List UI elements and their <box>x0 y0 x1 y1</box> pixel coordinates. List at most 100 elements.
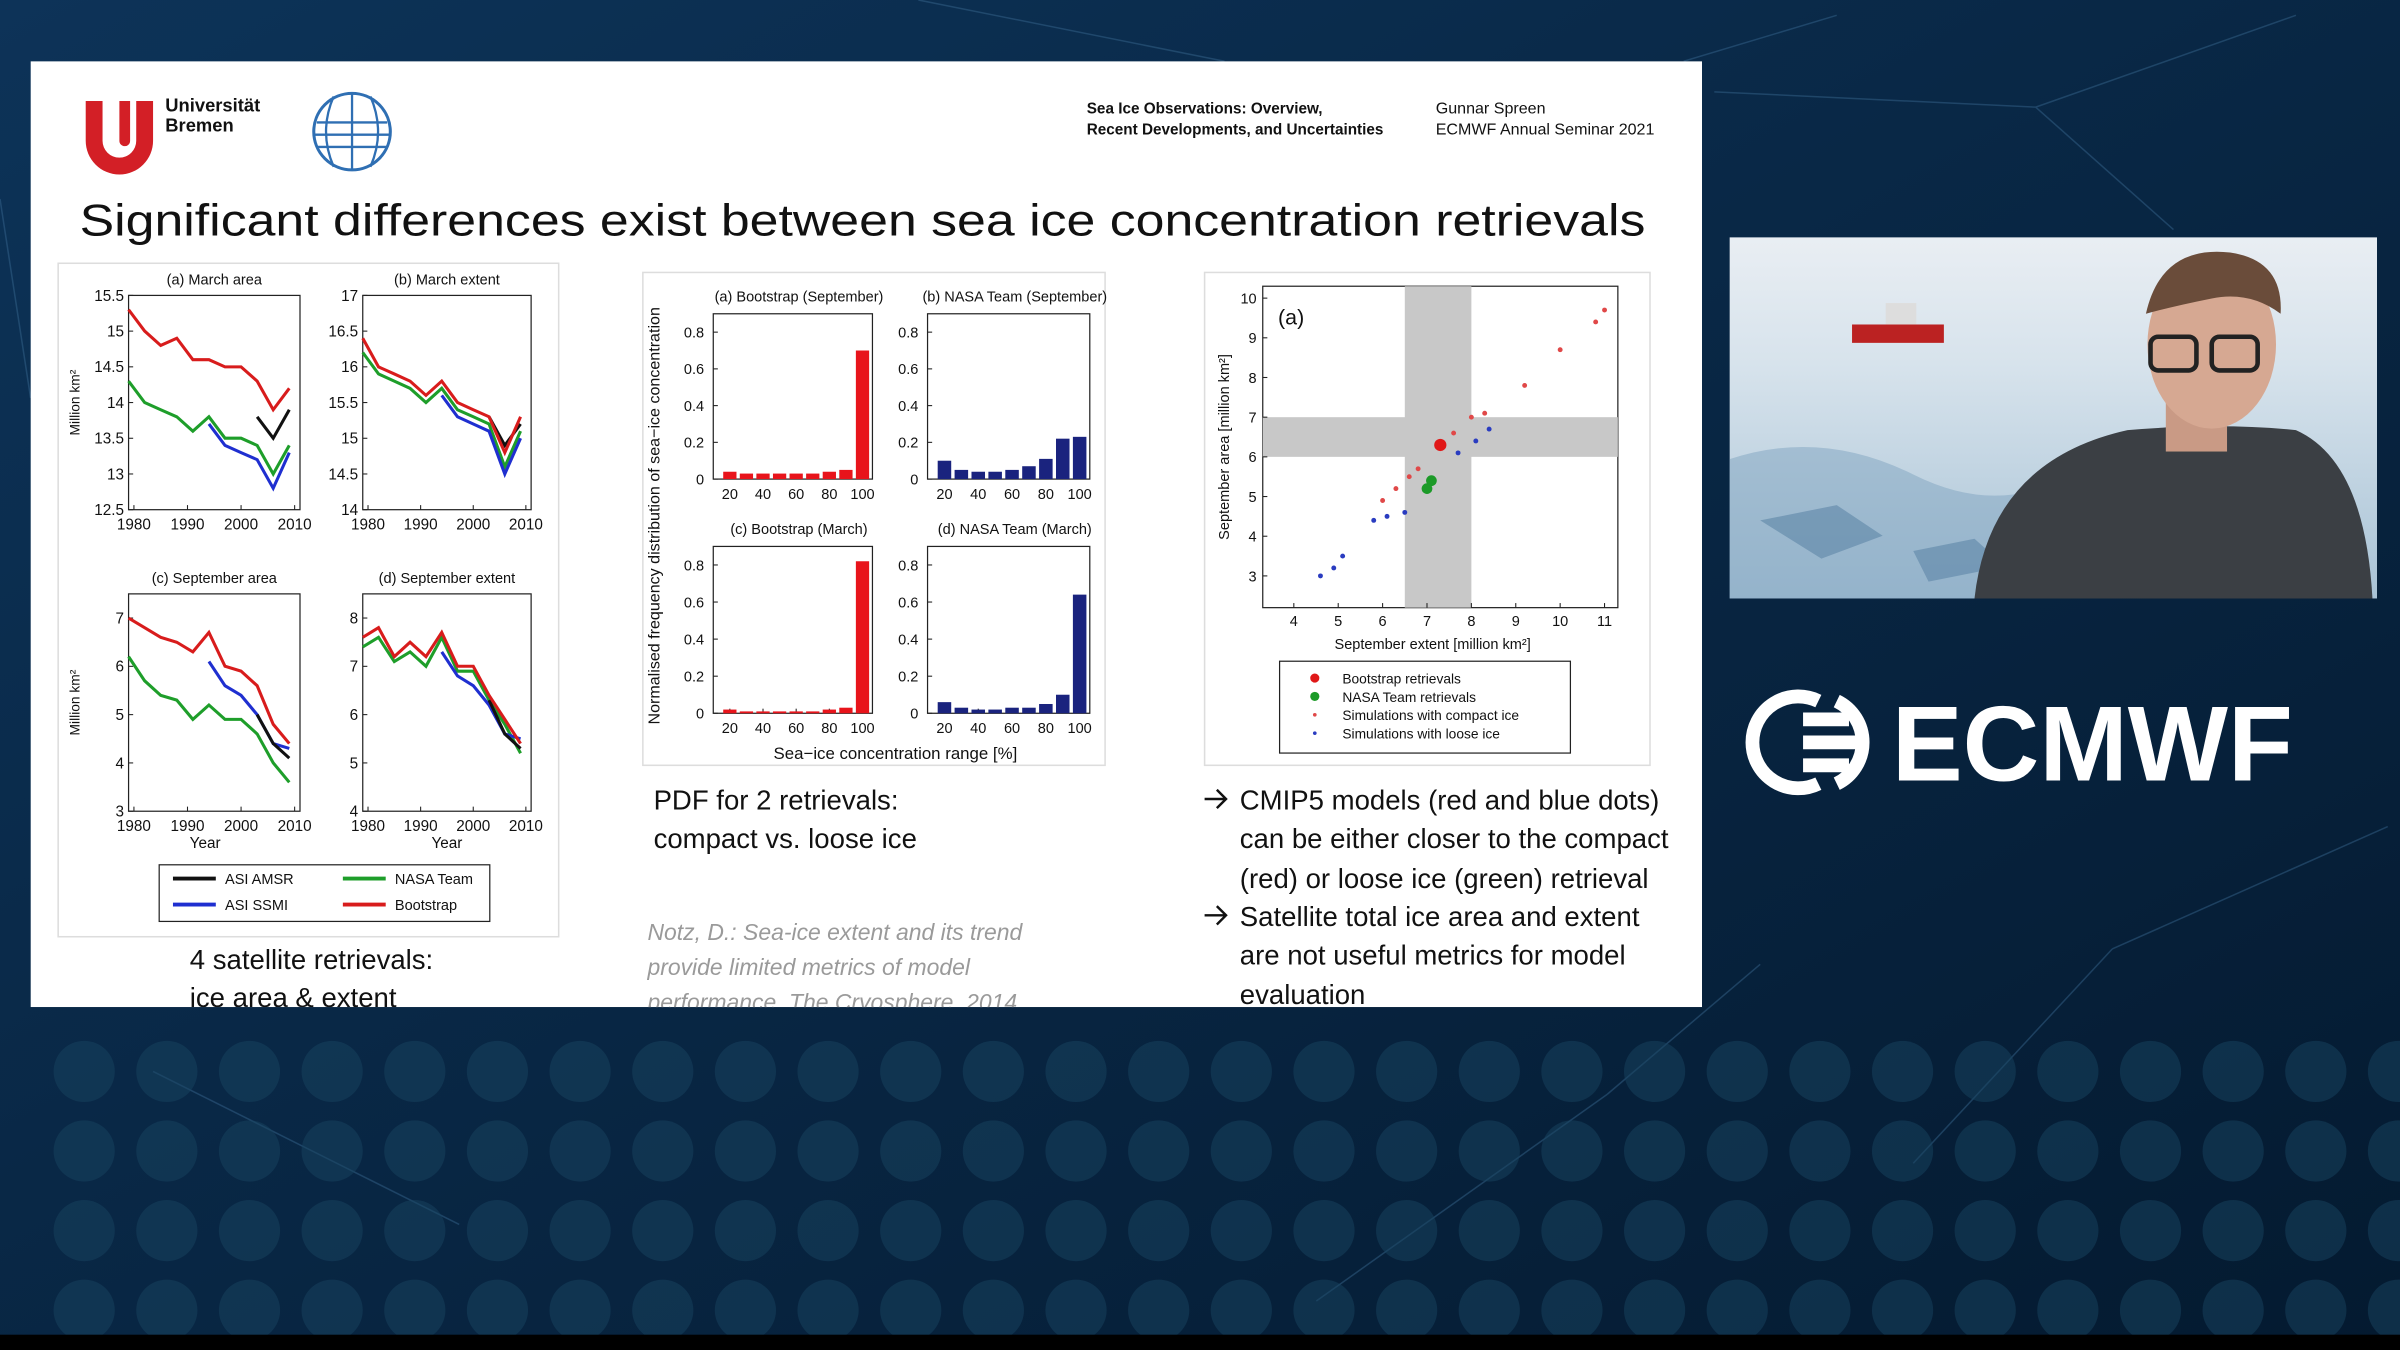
y-tick-label: 7 <box>1249 411 1257 427</box>
dot <box>1623 1200 1686 1262</box>
dot <box>1376 1200 1438 1262</box>
dot <box>714 1120 777 1182</box>
x-tick-label: 20 <box>722 487 738 503</box>
dot <box>1045 1040 1107 1103</box>
panel-title: (c) September area <box>152 571 278 587</box>
dot <box>1458 1120 1520 1182</box>
dot <box>1706 1200 1768 1262</box>
dot <box>2202 1120 2264 1182</box>
x-tick-label: 1990 <box>170 517 204 534</box>
bar <box>756 711 770 714</box>
legend-box <box>158 864 491 923</box>
dot <box>1541 1200 1603 1262</box>
dot <box>136 1200 198 1262</box>
series-line <box>127 308 291 413</box>
y-tick-label: 13.5 <box>94 431 124 448</box>
point <box>1455 450 1461 456</box>
y-tick-label: 6 <box>115 659 124 676</box>
citation: performance, The Cryosphere, 2014. <box>646 989 1023 1015</box>
dot <box>1706 1120 1768 1182</box>
citation: provide limited metrics of model <box>646 954 970 980</box>
x-tick-label: 6 <box>1379 614 1387 630</box>
y-tick-label: 4 <box>1249 530 1257 546</box>
point <box>1318 573 1323 579</box>
y-axis-label: Normalised frequency distribution of sea… <box>646 307 664 724</box>
y-tick-label: 0.4 <box>898 632 918 648</box>
dot <box>1623 1279 1686 1341</box>
series-line <box>361 351 522 471</box>
series-line <box>207 423 291 492</box>
series-line <box>255 408 291 442</box>
charts: (a) March area 12.5 13 13.5 14 14.5 15 15.5 1980… <box>68 273 1619 923</box>
point <box>1426 475 1437 487</box>
x-tick-label: 4 <box>1290 614 1298 630</box>
y-axis-label: Million km² <box>68 669 83 735</box>
dot <box>1871 1200 1934 1262</box>
y-tick-label: 0.6 <box>898 362 918 378</box>
dot <box>136 1279 198 1341</box>
dot <box>2367 1279 2400 1341</box>
y-tick-label: 17 <box>341 288 358 305</box>
plot-frame <box>362 593 532 812</box>
dot <box>632 1120 694 1182</box>
dot <box>53 1040 115 1103</box>
x-tick-label: 60 <box>1004 487 1020 503</box>
dot <box>2037 1279 2099 1341</box>
dot <box>2037 1200 2099 1262</box>
x-tick-label: 60 <box>1004 721 1020 737</box>
bar <box>1039 703 1053 714</box>
bar <box>772 473 787 480</box>
brand-text: ECMWF <box>1892 684 2293 804</box>
y-axis-label: Million km² <box>68 369 83 435</box>
dot <box>1706 1040 1768 1103</box>
legend-label: Simulations with loose ice <box>1342 727 1500 742</box>
dot <box>2367 1120 2400 1182</box>
x-tick-label: 5 <box>1334 614 1342 630</box>
bar <box>971 709 986 714</box>
x-tick-label: 80 <box>1038 721 1054 737</box>
dot <box>466 1120 529 1182</box>
legend-label: Simulations with compact ice <box>1342 708 1519 723</box>
x-tick-label: 2000 <box>456 517 490 534</box>
panel-title: (c) Bootstrap (March) <box>730 522 867 538</box>
slide: Universität Bremen Sea Ice Observations:… <box>30 61 1703 1015</box>
y-tick-label: 6 <box>1249 450 1257 466</box>
dot <box>218 1040 281 1103</box>
panel-label: (a) <box>1278 305 1304 329</box>
y-tick-label: 0.6 <box>684 362 704 378</box>
dot <box>1376 1120 1438 1182</box>
series-line <box>255 713 291 760</box>
x-tick-label: 100 <box>1068 721 1092 737</box>
bar <box>954 707 969 714</box>
legend-swatch <box>1310 691 1320 702</box>
dot <box>2037 1120 2099 1182</box>
dot <box>53 1279 115 1341</box>
x-tick-label: 1990 <box>170 818 204 835</box>
bullet-arrow <box>1204 905 1228 926</box>
x-tick-label: 1980 <box>351 517 385 534</box>
dot <box>549 1120 611 1182</box>
point <box>1482 410 1488 416</box>
dot <box>301 1279 363 1341</box>
y-tick-label: 0.8 <box>898 558 918 574</box>
bar <box>822 471 836 480</box>
y-tick-label: 0 <box>910 472 918 488</box>
y-tick-label: 0.4 <box>684 399 704 415</box>
bar <box>739 711 754 714</box>
panel-title: (b) March extent <box>394 273 500 289</box>
y-tick-label: 0 <box>696 707 704 723</box>
dot <box>1128 1200 1190 1262</box>
y-tick-label: 15 <box>107 323 124 340</box>
dot <box>880 1120 942 1182</box>
institute-logo <box>312 91 392 172</box>
y-tick-label: 0.2 <box>684 670 704 686</box>
point <box>1393 486 1399 492</box>
dot <box>301 1200 363 1262</box>
point <box>1421 483 1433 494</box>
dot <box>880 1040 942 1103</box>
bar <box>855 350 870 480</box>
bar <box>954 469 969 480</box>
citation: Notz, D.: Sea-ice extent and its trend <box>647 919 1023 945</box>
x-axis-label: Year <box>190 835 221 852</box>
x-tick-label: 60 <box>788 487 804 503</box>
